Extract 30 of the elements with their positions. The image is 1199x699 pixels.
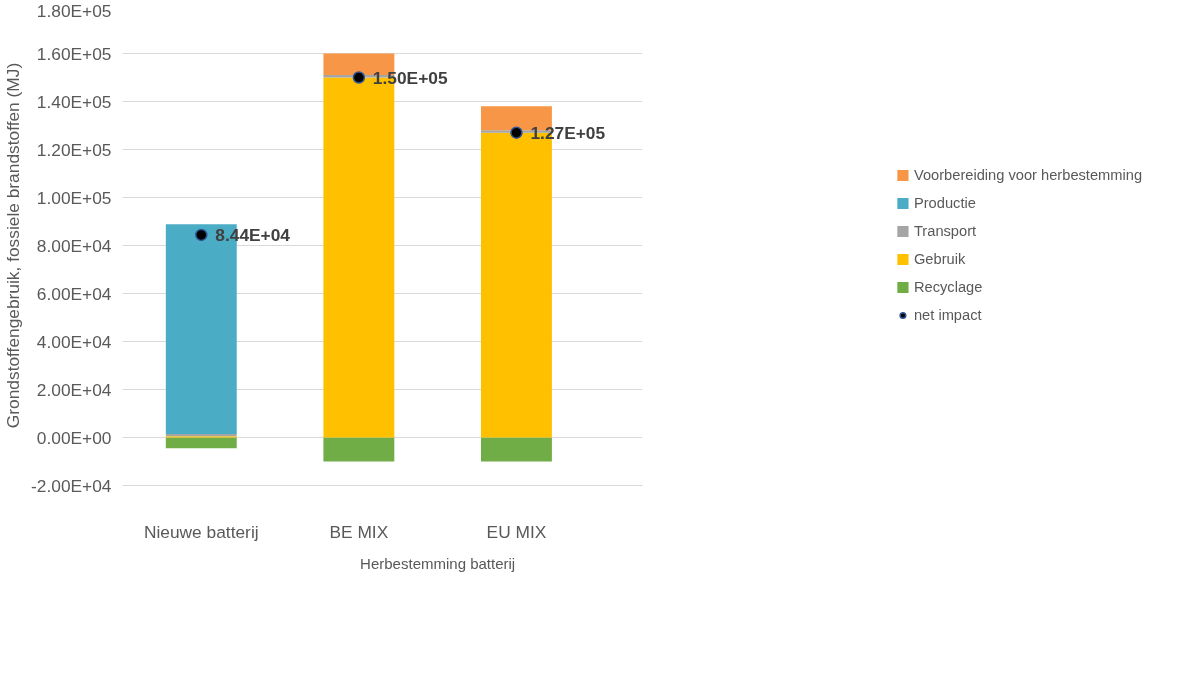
legend-label: Voorbereiding voor herbestemming	[913, 167, 1143, 183]
y-tick-label: 4.00E+04	[36, 331, 112, 352]
point	[510, 126, 523, 139]
legend-label: Recyclage	[913, 279, 983, 295]
text: Herbestemming batterij	[360, 554, 516, 572]
y-tick-label: 0.00E+00	[36, 427, 112, 448]
x-tick-label: EU MIX	[486, 521, 547, 542]
y-tick-label: 8.00E+04	[36, 235, 112, 256]
legend-label: net impact	[913, 307, 982, 323]
y-tick-label: 1.00E+05	[36, 187, 112, 208]
point	[352, 71, 366, 84]
y-tick-label: 1.20E+05	[36, 139, 112, 160]
y-tick-label: 1.40E+05	[36, 91, 112, 112]
legend-label: Productie	[913, 195, 976, 211]
bar	[165, 437, 237, 449]
y-tick-label: -2.00E+04	[31, 475, 112, 496]
bar	[323, 437, 395, 462]
y-tick-label: 1.60E+05	[36, 43, 112, 64]
data-label: 1.27E+05	[530, 122, 606, 143]
point	[195, 228, 208, 242]
bar	[480, 437, 552, 462]
legend-label: Transport	[913, 223, 977, 239]
y-axis-title: Grondstoffengebruik, fossiele brandstoffen (MJ)	[3, 62, 24, 429]
y-tick-label: 6.00E+04	[36, 283, 112, 304]
x-tick-label: BE MIX	[329, 521, 389, 542]
data-label: 1.50E+05	[372, 67, 448, 88]
y-tick-label: 1.80E+05	[36, 0, 112, 21]
x-tick-label: Nieuwe batterij	[143, 521, 259, 542]
legend-label: Gebruik	[913, 251, 966, 267]
y-tick-label: 2.00E+04	[36, 379, 112, 400]
